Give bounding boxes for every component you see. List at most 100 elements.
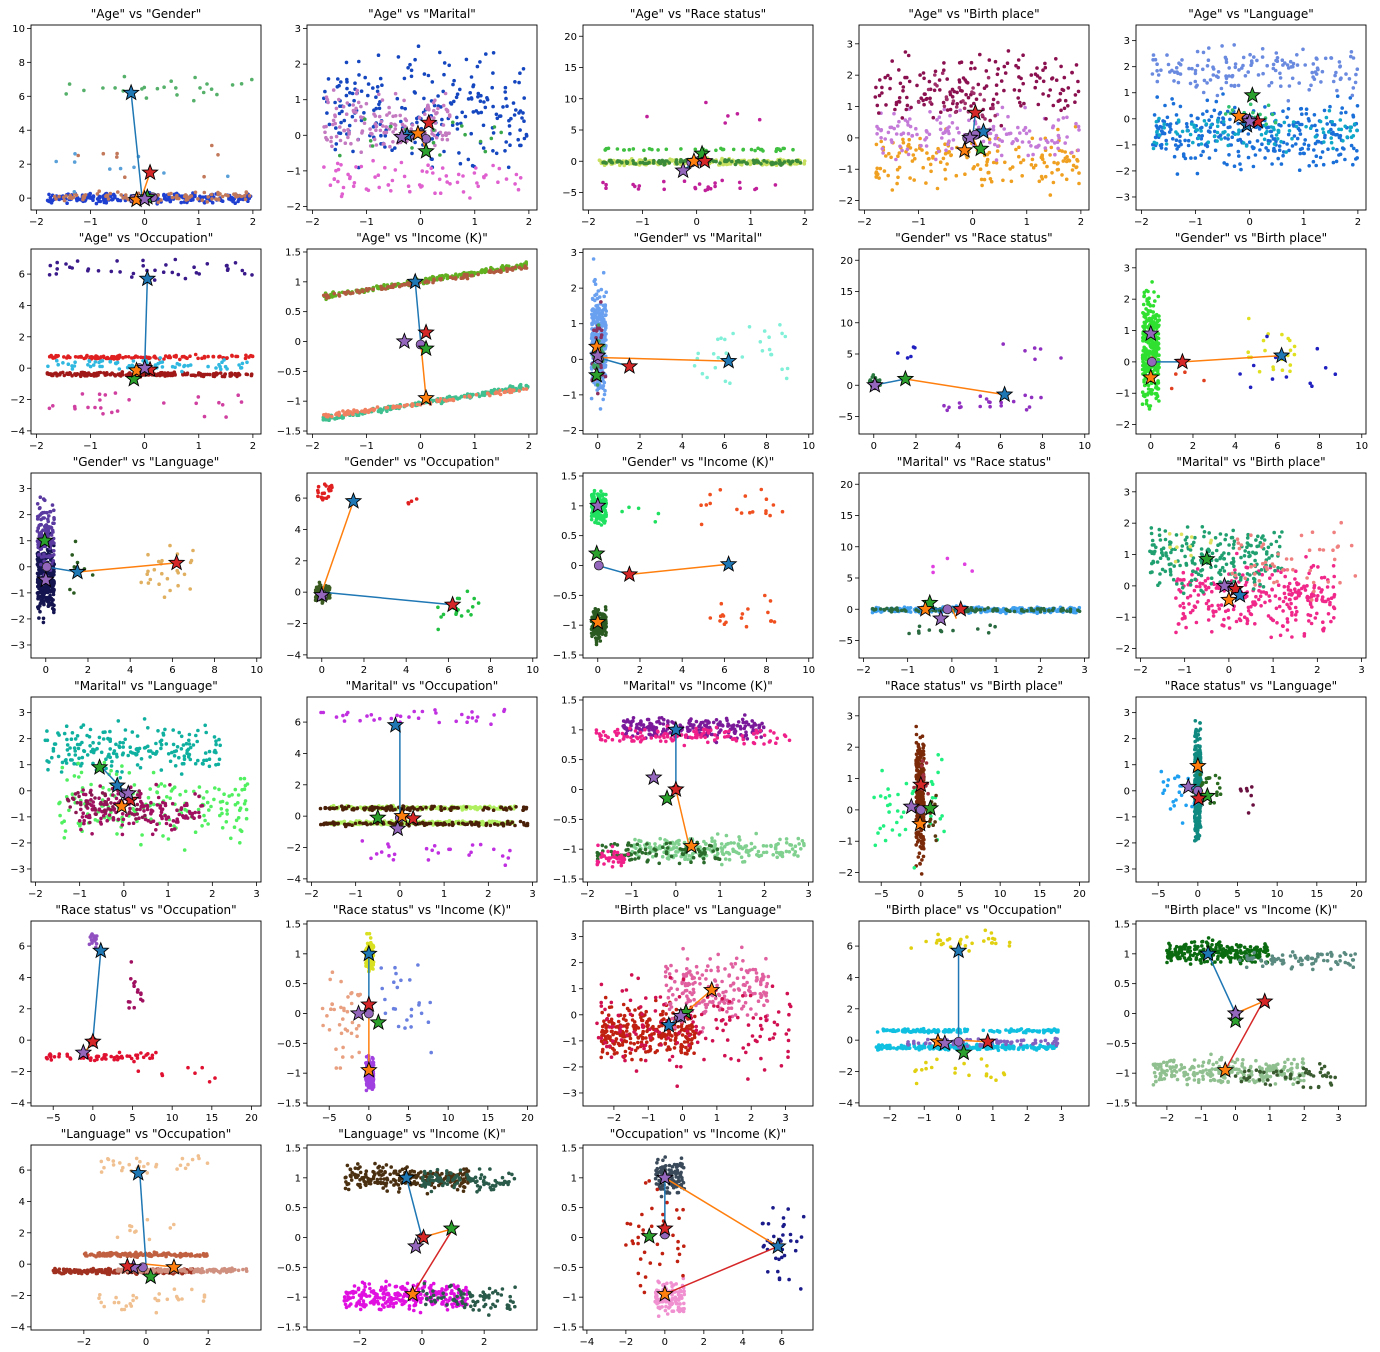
data-point <box>983 117 987 121</box>
data-point <box>242 194 247 198</box>
data-point <box>119 193 123 197</box>
x-tick-label: 1 <box>1024 217 1030 228</box>
data-point <box>109 269 114 274</box>
data-point <box>218 354 222 359</box>
data-point <box>1237 68 1241 72</box>
data-point <box>728 381 732 386</box>
data-point <box>344 290 349 295</box>
data-point <box>1300 112 1304 116</box>
data-point <box>945 108 950 112</box>
data-point <box>1229 83 1234 88</box>
data-point <box>445 180 450 184</box>
data-point <box>1232 84 1237 88</box>
data-point <box>170 195 175 200</box>
data-point <box>198 86 202 90</box>
data-point <box>75 198 79 203</box>
data-point <box>391 114 395 119</box>
data-point <box>326 77 331 81</box>
data-point <box>471 110 476 114</box>
data-point <box>1021 53 1025 57</box>
data-point <box>1024 408 1029 412</box>
data-point <box>1192 123 1196 128</box>
data-point <box>693 147 698 152</box>
data-point <box>1224 57 1229 62</box>
data-point <box>1164 138 1168 143</box>
data-point <box>1349 54 1353 59</box>
data-point <box>444 107 449 112</box>
data-point <box>154 356 158 360</box>
data-point <box>206 354 210 359</box>
data-point <box>1291 61 1296 66</box>
data-point <box>1303 63 1307 67</box>
data-point <box>889 138 894 142</box>
data-point <box>1074 121 1078 126</box>
data-point <box>1343 157 1347 162</box>
data-point <box>751 158 756 163</box>
data-point <box>433 191 437 195</box>
data-point <box>491 131 496 135</box>
cluster-path-line <box>419 341 427 399</box>
data-point <box>415 120 419 125</box>
data-point <box>929 169 933 174</box>
data-point <box>371 158 375 163</box>
x-tick-label: 0 <box>417 217 423 228</box>
data-point <box>340 109 344 114</box>
data-point <box>1314 134 1318 139</box>
scatter-points <box>45 74 254 208</box>
data-point <box>47 406 52 411</box>
data-point <box>1290 136 1294 141</box>
data-point <box>1151 310 1155 314</box>
data-point <box>631 159 635 163</box>
data-point <box>1350 93 1355 98</box>
data-point <box>900 148 904 153</box>
data-point <box>1288 363 1293 367</box>
data-point <box>173 372 177 376</box>
data-point <box>1335 88 1339 93</box>
data-point <box>1331 146 1335 151</box>
data-point <box>1221 116 1225 120</box>
x-tick-label: −2 <box>305 217 320 228</box>
data-point <box>452 99 456 104</box>
data-point <box>1156 73 1161 77</box>
data-point <box>188 354 192 359</box>
star-marker <box>966 103 985 121</box>
data-point <box>877 111 881 115</box>
data-point <box>433 143 437 148</box>
data-point <box>622 148 626 152</box>
data-point <box>1261 71 1265 76</box>
data-point <box>994 83 999 87</box>
data-point <box>1168 124 1172 129</box>
data-point <box>52 603 56 608</box>
data-point <box>417 183 422 187</box>
data-point <box>1037 179 1042 184</box>
data-point <box>1302 142 1307 146</box>
data-point <box>1155 325 1159 329</box>
data-point <box>1230 135 1234 139</box>
subplot-title: "Gender" vs "Language" <box>73 455 220 469</box>
data-point <box>478 60 482 64</box>
scatter-points <box>35 495 195 625</box>
data-point <box>144 96 149 100</box>
data-point <box>48 372 53 376</box>
data-point <box>1285 142 1289 146</box>
data-point <box>517 111 521 115</box>
data-point <box>185 371 190 376</box>
data-point <box>1307 88 1311 92</box>
data-point <box>1031 152 1035 157</box>
data-point <box>1017 145 1021 150</box>
data-point <box>1247 316 1251 321</box>
data-point <box>713 365 718 370</box>
data-point <box>965 155 969 160</box>
data-point <box>773 183 778 187</box>
data-point <box>498 270 503 274</box>
data-point <box>945 408 949 413</box>
data-point <box>461 190 466 194</box>
data-point <box>120 370 125 374</box>
data-point <box>1142 353 1147 357</box>
data-point <box>1352 146 1356 151</box>
data-point <box>56 362 60 367</box>
data-point <box>1221 92 1225 96</box>
data-point <box>961 99 965 103</box>
data-point <box>110 197 114 202</box>
data-point <box>55 373 59 378</box>
